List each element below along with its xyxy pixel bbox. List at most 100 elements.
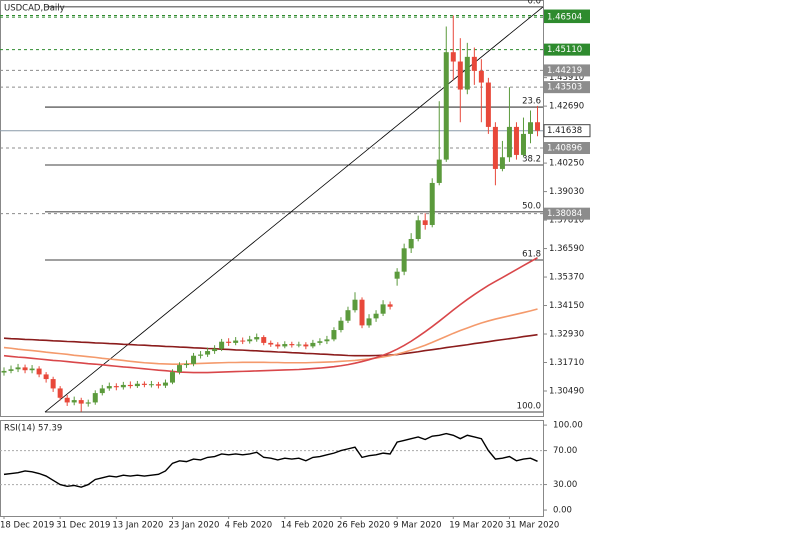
candle-body	[169, 372, 175, 383]
candle-body	[422, 220, 428, 225]
moving-average	[3, 308, 538, 365]
x-tick-label: 9 Mar 2020	[393, 521, 441, 531]
candle-body	[352, 299, 358, 311]
x-tick-label: 19 Mar 2020	[449, 521, 503, 531]
candle-body	[268, 342, 274, 345]
y-tick-label: 1.40250	[549, 159, 584, 169]
candle-body	[233, 340, 239, 343]
candle-body	[29, 368, 35, 371]
candle-body	[205, 351, 211, 355]
candle-body	[401, 248, 407, 272]
current-price-box	[543, 124, 591, 138]
candle-body	[177, 365, 182, 373]
candle-body	[450, 52, 456, 62]
x-tick-label: 26 Feb 2020	[337, 521, 390, 531]
x-tick-label: 14 Feb 2020	[281, 521, 334, 531]
candle-body	[485, 82, 491, 127]
candle-body	[415, 220, 421, 239]
rsi-tick-label: 0.00	[553, 506, 572, 516]
y-tick-label: 1.42690	[549, 102, 584, 112]
candle-body	[528, 122, 533, 134]
candle-body	[366, 318, 372, 326]
x-tick-label: 31 Dec 2019	[56, 521, 110, 531]
candle-body	[134, 383, 140, 387]
candle-body	[436, 159, 442, 183]
candle-body	[317, 341, 323, 343]
level-label-box	[544, 142, 590, 155]
candle-body	[478, 70, 484, 83]
candle-body	[99, 388, 105, 394]
candle-body	[1, 370, 7, 373]
candle-body	[471, 56, 477, 71]
fib-label: 61.8	[522, 250, 541, 260]
candle-body	[324, 339, 330, 342]
candle-body	[184, 363, 190, 366]
candle-body	[113, 386, 119, 388]
candle-body	[191, 355, 197, 364]
y-tick-label: 1.37810	[549, 216, 584, 226]
candle-body	[50, 379, 56, 389]
candle-body	[303, 344, 309, 347]
rsi-line	[3, 432, 538, 488]
candle-body	[92, 393, 98, 403]
level-label: 1.44219	[547, 66, 582, 76]
candle-body	[443, 52, 449, 160]
level-label-box	[544, 207, 590, 220]
level-label-box	[544, 43, 590, 56]
candle-body	[64, 397, 70, 403]
level-label-box	[544, 11, 590, 24]
candle-body	[22, 367, 28, 371]
candle-body	[310, 342, 316, 347]
candle-body	[429, 182, 435, 225]
x-tick-label: 31 Mar 2020	[505, 521, 559, 531]
candle-body	[282, 344, 288, 347]
candle-body	[8, 369, 14, 371]
candle-body	[535, 122, 541, 131]
fib-label: 100.0	[517, 402, 541, 412]
y-tick-label: 1.32930	[549, 330, 584, 340]
candle-body	[85, 402, 91, 404]
candle-body	[148, 384, 154, 386]
y-tick-label: 1.39030	[549, 187, 584, 197]
y-tick-label: 1.36590	[549, 244, 584, 254]
level-label-box	[544, 81, 590, 94]
candle-body	[36, 368, 42, 375]
level-label-box	[544, 64, 590, 77]
y-tick-label: 1.43910	[549, 73, 584, 83]
candle-body	[120, 384, 126, 388]
candle-body	[457, 61, 463, 90]
current-price-label: 1.41638	[547, 126, 582, 136]
candle-body	[338, 320, 344, 331]
candle-body	[289, 344, 295, 346]
plot-layer: 1.30490 1.31710 1.32930 1.34150 1.35370 1.365…	[0, 0, 591, 531]
rsi-tick-label: 70.00	[553, 446, 577, 456]
candle-body	[254, 337, 260, 340]
candle-body	[464, 56, 470, 90]
candle-body	[331, 330, 337, 340]
fib-label: 50.0	[522, 201, 541, 211]
level-label: 1.40896	[547, 144, 582, 154]
fib-label: 23.6	[522, 97, 541, 107]
candle-body	[359, 299, 365, 326]
fib-label: 0.0	[527, 0, 541, 6]
rsi-tick-label: 30.00	[553, 480, 577, 490]
candle-body	[499, 157, 505, 169]
x-tick-label: 23 Jan 2020	[168, 521, 219, 531]
candle-body	[71, 400, 77, 403]
y-tick-label: 1.31710	[549, 358, 584, 368]
candle-body	[520, 133, 526, 155]
level-label: 1.45110	[547, 45, 582, 55]
moving-average	[3, 333, 538, 357]
y-tick-label: 1.34150	[549, 301, 584, 311]
candle-body	[275, 344, 281, 347]
candle-body	[43, 374, 49, 380]
candle-body	[155, 384, 161, 386]
candle-body	[513, 126, 519, 155]
rsi-label: RSI(14) 57.39	[4, 424, 62, 434]
candle-body	[198, 354, 204, 356]
candle-body	[296, 344, 302, 346]
x-tick-label: 13 Jan 2020	[112, 521, 163, 531]
rsi-panel	[0, 420, 544, 517]
